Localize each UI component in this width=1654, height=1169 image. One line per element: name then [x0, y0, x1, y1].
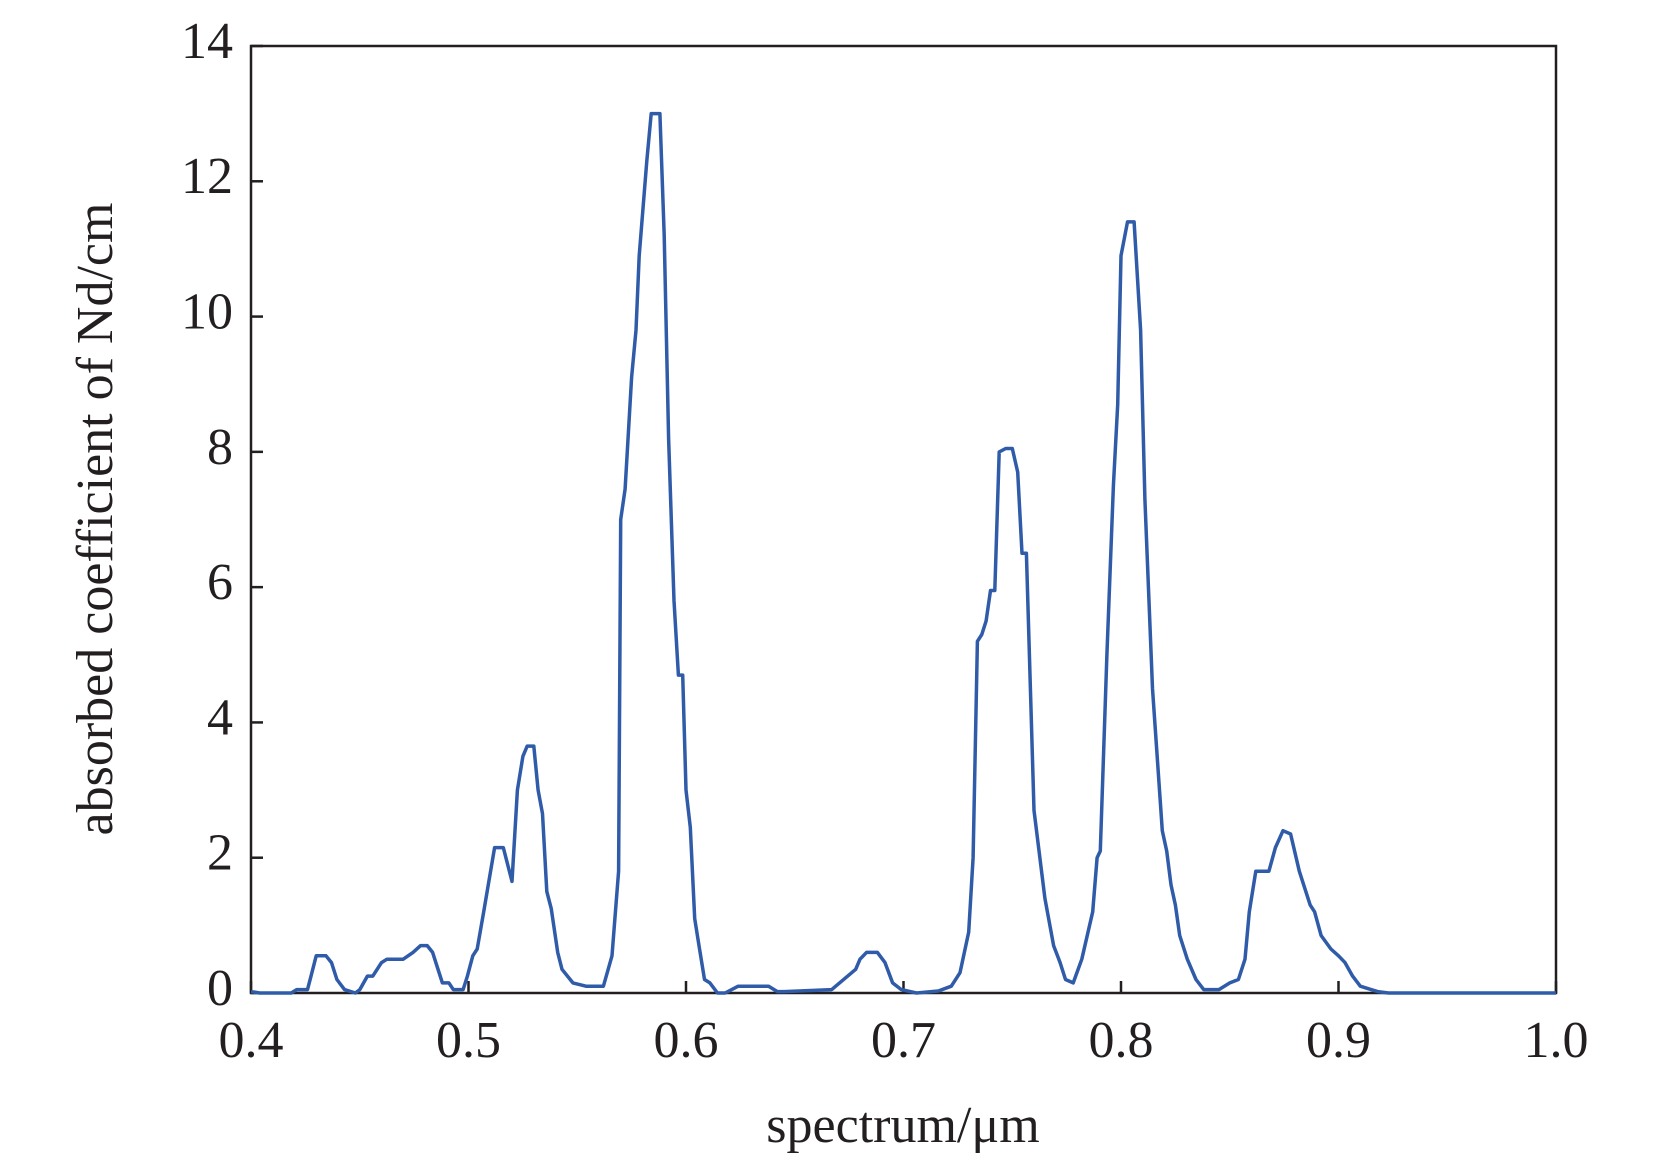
- y-tick-label: 12: [181, 148, 233, 205]
- x-tick-label: 0.7: [871, 1012, 936, 1069]
- data-line: [250, 111, 1556, 995]
- y-tick-label: 10: [181, 284, 233, 341]
- x-tick-label: 0.8: [1089, 1012, 1154, 1069]
- x-tick-label: 0.6: [654, 1012, 719, 1069]
- y-tick-label: 6: [207, 554, 233, 611]
- x-tick-label: 0.9: [1306, 1012, 1371, 1069]
- y-tick-label: 14: [181, 13, 233, 70]
- x-tick-label: 0.4: [219, 1012, 284, 1069]
- y-tick-label: 8: [207, 419, 233, 476]
- y-tick-label: 4: [207, 689, 233, 746]
- x-tick-label: 0.5: [436, 1012, 501, 1069]
- plot-frame: [249, 44, 1558, 995]
- y-tick-label: 0: [207, 960, 233, 1017]
- x-axis-label: spectrum/μm: [766, 1097, 1039, 1154]
- y-tick-label: 2: [207, 825, 233, 882]
- y-axis-label: absorbed coefficient of Nd/cm: [67, 203, 124, 836]
- x-tick-label: 1.0: [1524, 1012, 1589, 1069]
